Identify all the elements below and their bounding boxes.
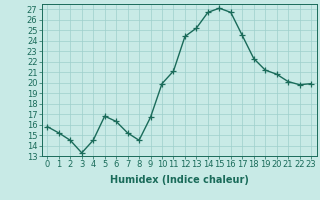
X-axis label: Humidex (Indice chaleur): Humidex (Indice chaleur) (110, 175, 249, 185)
